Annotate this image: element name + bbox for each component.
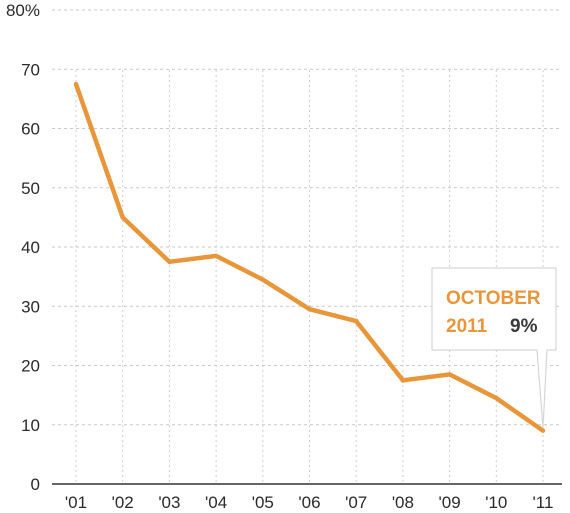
y-tick-label: 50 [21, 179, 40, 198]
x-tick-label: '10 [485, 493, 507, 512]
y-tick-label: 80% [6, 1, 40, 20]
data-point [73, 81, 79, 87]
y-tick-label: 20 [21, 357, 40, 376]
x-tick-label: '04 [205, 493, 227, 512]
x-tick-label: '01 [65, 493, 87, 512]
y-tick-label: 70 [21, 60, 40, 79]
x-tick-label: '05 [252, 493, 274, 512]
data-point [494, 395, 499, 401]
data-point [354, 318, 359, 324]
axes: 0 10 20 30 40 50 60 70 80% '01 '02 '03 '04 '05 '06 '07 '… [6, 1, 562, 512]
y-tick-label: 60 [21, 120, 40, 139]
x-tick-label: '11 [533, 493, 554, 512]
data-point [400, 378, 406, 383]
y-tick-label: 30 [21, 297, 40, 316]
grid [52, 9, 562, 484]
data-point [307, 307, 312, 312]
x-tick-label: '08 [392, 493, 414, 512]
x-tick-label: '07 [345, 493, 367, 512]
x-tick-label: '09 [439, 493, 461, 512]
x-tick-label: '03 [158, 493, 180, 512]
callout: OCTOBER 2011 9% [431, 267, 557, 428]
series-line-group [73, 81, 546, 433]
data-point [540, 428, 546, 433]
callout-month: OCTOBER [446, 288, 541, 309]
callout-year: 2011 [446, 316, 488, 337]
callout-box [431, 267, 557, 428]
y-tick-label: 40 [21, 238, 40, 257]
data-point [213, 253, 219, 259]
x-tick-label: '02 [112, 493, 134, 512]
y-tick-label: 0 [31, 475, 40, 494]
x-tick-label: '06 [298, 493, 320, 512]
callout-value: 9% [510, 316, 538, 337]
data-point [167, 259, 172, 265]
y-tick-label: 10 [21, 416, 40, 435]
data-point [447, 372, 452, 377]
data-point [120, 215, 125, 220]
data-point [260, 277, 265, 282]
